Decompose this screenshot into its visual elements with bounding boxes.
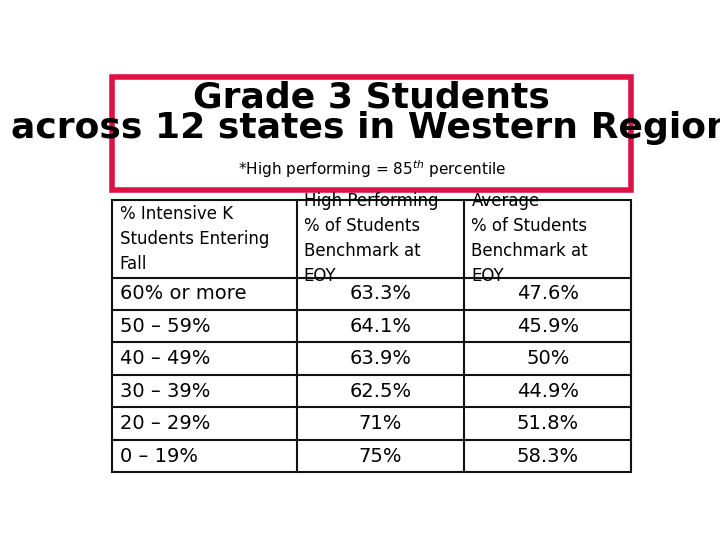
Text: 44.9%: 44.9% — [517, 382, 579, 401]
Text: 64.1%: 64.1% — [349, 317, 411, 336]
Text: 47.6%: 47.6% — [517, 284, 579, 303]
Text: 71%: 71% — [359, 414, 402, 433]
Text: Grade 3 Students: Grade 3 Students — [194, 80, 550, 114]
Text: 50 – 59%: 50 – 59% — [120, 317, 210, 336]
Text: 62.5%: 62.5% — [349, 382, 411, 401]
Text: 30 – 39%: 30 – 39% — [120, 382, 210, 401]
Text: 45.9%: 45.9% — [517, 317, 579, 336]
FancyBboxPatch shape — [112, 200, 631, 472]
Text: 75%: 75% — [359, 447, 402, 465]
Text: 58.3%: 58.3% — [517, 447, 579, 465]
Text: 60% or more: 60% or more — [120, 284, 246, 303]
Text: across 12 states in Western Region: across 12 states in Western Region — [12, 111, 720, 145]
Text: High Performing
% of Students
Benchmark at
EOY: High Performing % of Students Benchmark … — [304, 192, 438, 285]
Text: 50%: 50% — [526, 349, 570, 368]
Text: *High performing = 85$^{th}$ percentile: *High performing = 85$^{th}$ percentile — [238, 158, 506, 180]
Text: 0 – 19%: 0 – 19% — [120, 447, 197, 465]
Text: % Intensive K
Students Entering
Fall: % Intensive K Students Entering Fall — [120, 205, 269, 273]
FancyBboxPatch shape — [112, 77, 631, 190]
Text: 63.9%: 63.9% — [349, 349, 411, 368]
Text: 40 – 49%: 40 – 49% — [120, 349, 210, 368]
Text: Average
% of Students
Benchmark at
EOY: Average % of Students Benchmark at EOY — [472, 192, 588, 285]
Text: 63.3%: 63.3% — [349, 284, 411, 303]
Text: 51.8%: 51.8% — [517, 414, 579, 433]
Text: 20 – 29%: 20 – 29% — [120, 414, 210, 433]
